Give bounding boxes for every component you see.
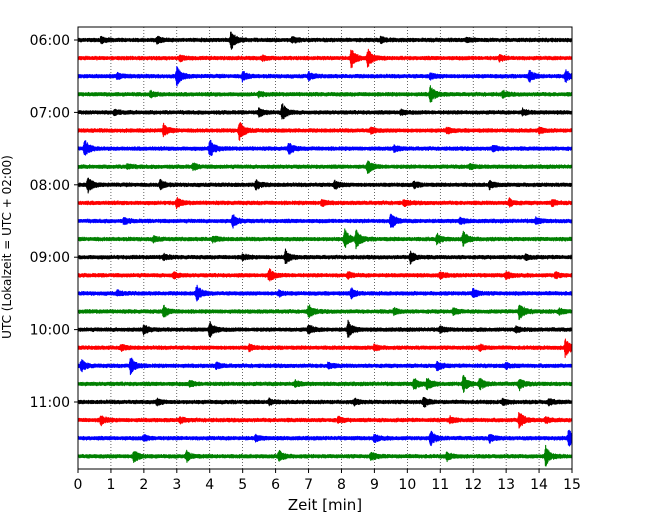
seismic-trace-0915 [77,268,573,282]
seismic-trace-1045 [77,374,573,393]
x-tick-label: 11 [431,477,449,493]
x-tick-label: 2 [139,477,148,493]
x-tick-label: 1 [106,477,115,493]
seismic-trace-0715 [77,122,573,141]
x-axis-label: Zeit [min] [288,496,362,514]
seismic-trace-1145 [77,444,573,467]
plot-frame [77,26,573,470]
seismic-trace-1130 [77,429,573,447]
x-tick-label: 7 [304,477,313,493]
seismic-trace-0730 [77,139,573,157]
seismic-trace-0700 [77,103,573,120]
x-tick-label: 10 [398,477,416,493]
seismic-trace-0645 [77,85,573,103]
x-axis-ticks: 0 1 2 3 4 5 6 7 8 9 10 11 12 13 14 15 [74,469,581,493]
x-tick-label: 4 [205,477,214,493]
y-axis-ticks: 06:00 07:00 08:00 09:00 10:00 11:00 [30,33,78,411]
y-tick-label: 11:00 [30,395,70,411]
y-tick-label: 10:00 [30,323,70,339]
y-axis-label: UTC (Lokalzeit = UTC + 02:00) [0,155,14,339]
seismic-trace-1115 [77,411,573,429]
y-tick-label: 08:00 [30,178,70,194]
seismic-trace-0945 [77,304,573,321]
seismic-trace-0615 [77,48,573,69]
x-tick-label: 12 [464,477,482,493]
x-tick-label: 15 [563,477,581,493]
seismic-trace-0830 [77,213,573,229]
x-tick-label: 6 [271,477,280,493]
seismic-trace-0930 [77,284,573,302]
seismic-trace-1000 [77,319,573,338]
seismic-trace-1015 [77,338,573,359]
seismic-trace-0745 [77,160,573,174]
seismic-trace-0845 [77,228,573,250]
seismic-trace-0800 [77,177,573,194]
x-tick-label: 0 [74,477,83,493]
seismic-trace-1030 [77,357,573,376]
x-tick-label: 8 [337,477,346,493]
seismic-trace-0815 [77,196,573,210]
y-tick-label: 07:00 [30,105,70,121]
x-tick-label: 3 [172,477,181,493]
x-tick-label: 14 [530,477,548,493]
seismic-trace-1100 [77,396,573,408]
x-tick-label: 9 [370,477,379,493]
x-tick-label: 13 [497,477,515,493]
traces [77,31,573,467]
y-tick-label: 09:00 [30,250,70,266]
seismic-trace-0630 [77,66,573,87]
seismic-trace-0600 [77,31,573,50]
x-tick-label: 5 [238,477,247,493]
seismic-trace-0900 [77,248,573,265]
y-tick-label: 06:00 [30,33,70,49]
